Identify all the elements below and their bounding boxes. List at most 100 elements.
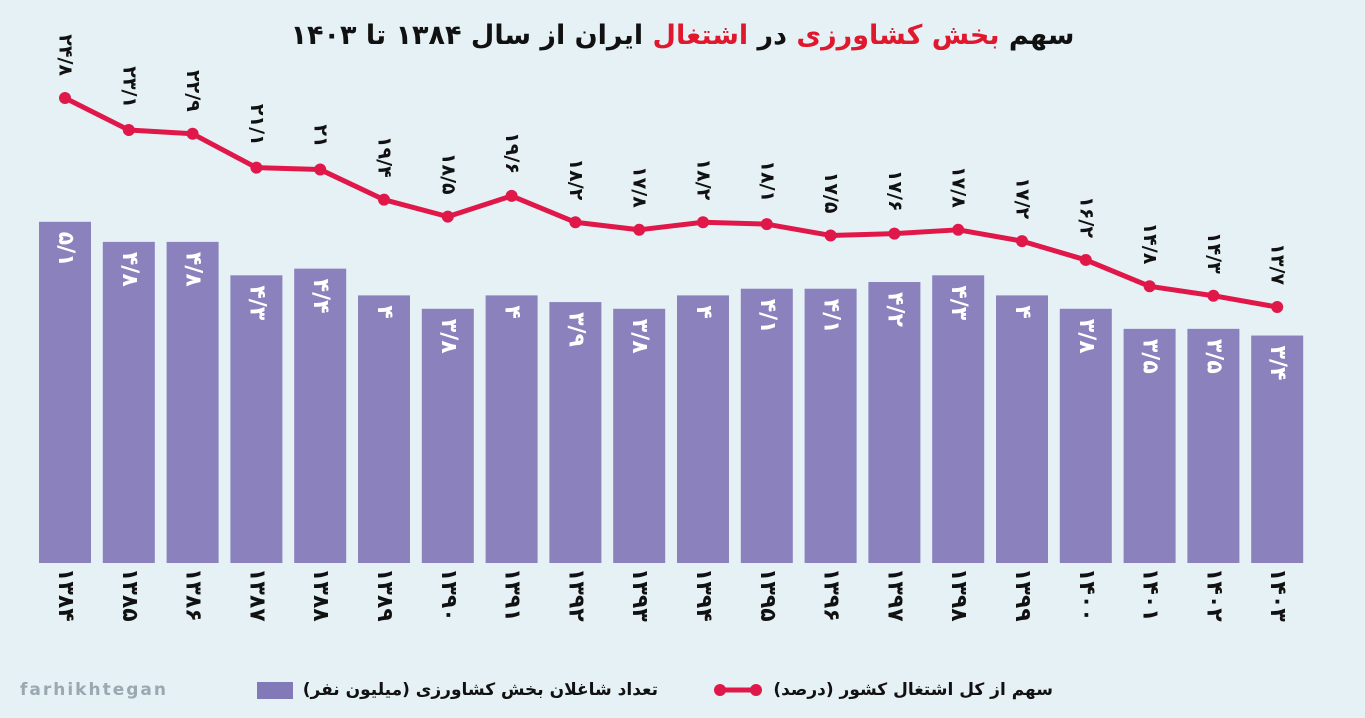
legend-line: سهم از کل اشتغال کشور (درصد) — [713, 680, 1053, 700]
line-label: ۱۷/۲ — [1012, 177, 1034, 219]
legend-line-label: سهم از کل اشتغال کشور (درصد) — [773, 680, 1053, 700]
title-accent: بخش کشاورزی — [796, 20, 1000, 51]
x-tick-label: ۱۴۰۲ — [1201, 568, 1226, 622]
bar-label: ۴ — [691, 305, 716, 318]
x-tick-label: ۱۳۸۷ — [244, 568, 269, 622]
line-point — [59, 92, 71, 104]
bar — [294, 268, 347, 563]
line-point — [824, 229, 837, 242]
bar — [804, 288, 857, 563]
bar-label: ۴ — [500, 305, 525, 318]
bar — [1059, 308, 1112, 563]
x-tick-label: ۱۳۹۰ — [436, 568, 461, 622]
chart-title: سهم بخش کشاورزی در اشتغال ایران از سال ۱… — [0, 20, 1365, 51]
bar-label: ۳/۹ — [563, 312, 588, 347]
line-label: ۱۴/۸ — [1139, 223, 1161, 265]
watermark: farhikhtegan — [20, 680, 168, 700]
bar — [166, 241, 219, 563]
line-point — [186, 127, 199, 140]
x-tick-label: ۱۳۹۳ — [627, 568, 652, 622]
line-label: ۱۹/۶ — [501, 132, 523, 174]
x-tick-label: ۱۳۹۱ — [500, 568, 525, 622]
line-label: ۱۸/۲ — [565, 159, 587, 201]
bar-label: ۴/۳ — [244, 285, 269, 320]
bar-label: ۵/۱ — [53, 232, 78, 267]
bar — [102, 241, 155, 563]
line-point — [952, 223, 965, 236]
bar-label: ۳/۵ — [1201, 339, 1226, 374]
x-tick-label: ۱۳۸۶ — [181, 568, 206, 622]
bar — [613, 308, 666, 563]
bar — [1251, 335, 1304, 563]
bar-label: ۴/۲ — [882, 292, 907, 327]
legend-bar-label: تعداد شاغلان بخش کشاورزی (میلیون نفر) — [302, 680, 658, 700]
line-label: ۱۷/۸ — [948, 166, 970, 208]
line-point — [378, 193, 390, 206]
bar — [996, 295, 1048, 563]
line-label: ۲۱ — [310, 124, 332, 147]
x-tick-label: ۱۳۹۲ — [563, 568, 588, 622]
bar-label: ۴ — [372, 305, 397, 318]
x-tick-label: ۱۳۹۹ — [1010, 568, 1035, 622]
bar — [485, 295, 538, 563]
bar-label: ۳/۸ — [1074, 319, 1099, 354]
bar — [549, 302, 602, 563]
bar — [230, 275, 283, 563]
x-tick-label: ۱۳۸۹ — [372, 568, 397, 622]
line-point — [1207, 289, 1220, 302]
x-tick-label: ۱۳۹۴ — [691, 568, 716, 622]
bar — [677, 295, 729, 563]
line-label: ۱۸/۵ — [437, 153, 459, 195]
x-tick-label: ۱۳۹۸ — [946, 568, 971, 622]
x-tick-label: ۱۴۰۰ — [1074, 568, 1099, 622]
line-point — [1143, 280, 1156, 293]
title-text: در — [748, 20, 797, 51]
bar-label: ۴/۱ — [755, 299, 780, 334]
bar — [39, 221, 91, 563]
line-label: ۱۳/۷ — [1267, 243, 1289, 285]
bar-label: ۴/۸ — [181, 252, 206, 287]
legend-bar-swatch — [256, 681, 293, 699]
x-tick-label: ۱۴۰۱ — [1138, 568, 1163, 622]
bar-label: ۴/۱ — [819, 299, 844, 334]
bar-label: ۴ — [1010, 305, 1035, 318]
title-text: ایران از سال ۱۳۸۴ تا ۱۴۰۳ — [290, 20, 653, 51]
bar — [1123, 328, 1176, 563]
line-series — [63, 95, 1278, 310]
line-point — [314, 163, 327, 176]
x-tick-label: ۱۳۹۶ — [819, 568, 844, 622]
bar-label: ۴/۳ — [946, 285, 971, 320]
line-label: ۲۴/۸ — [55, 34, 77, 76]
line-label: ۱۹/۴ — [374, 136, 396, 178]
legend-line-swatch — [714, 684, 763, 696]
line-point — [250, 161, 263, 174]
line-label: ۲۳/۱ — [118, 66, 140, 108]
bar — [358, 295, 410, 563]
x-tick-label: ۱۳۹۷ — [882, 568, 907, 622]
line-label: ۱۶/۲ — [1075, 196, 1097, 238]
line-point — [697, 216, 709, 229]
line-label: ۲۲/۹ — [182, 70, 204, 112]
bar-label: ۴/۴ — [308, 279, 333, 314]
line-label: ۱۷/۵ — [820, 172, 842, 214]
line-point — [122, 124, 135, 137]
line-label: ۲۱/۱ — [246, 104, 268, 146]
x-tick-label: ۱۳۹۵ — [755, 568, 780, 622]
bar — [1187, 328, 1240, 563]
line-point — [505, 189, 518, 202]
line-label: ۱۸/۲ — [693, 159, 715, 201]
line-point — [569, 216, 582, 229]
line-label: ۱۴/۳ — [1203, 232, 1225, 274]
bar-label: ۴/۸ — [117, 252, 142, 287]
x-tick-label: ۱۳۸۵ — [117, 568, 142, 622]
line-point — [1271, 301, 1284, 314]
legend-bar: تعداد شاغلان بخش کشاورزی (میلیون نفر) — [256, 680, 658, 700]
bar — [740, 288, 793, 563]
x-tick-label: ۱۳۸۸ — [308, 568, 333, 622]
title-accent: اشتغال — [652, 20, 749, 51]
line-point — [1079, 253, 1092, 266]
line-point — [441, 210, 454, 223]
bar-label: ۳/۸ — [436, 319, 461, 354]
bar-label: ۳/۸ — [627, 319, 652, 354]
x-tick-label: ۱۴۰۳ — [1265, 568, 1290, 622]
